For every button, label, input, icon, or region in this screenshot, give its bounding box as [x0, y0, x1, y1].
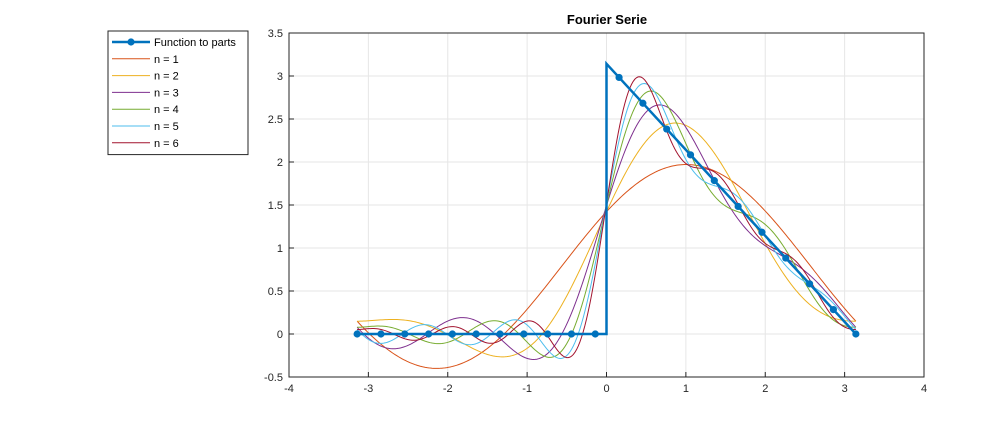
chart-title: Fourier Serie [567, 12, 647, 27]
function-marker [710, 177, 718, 185]
function-marker [544, 330, 552, 338]
function-marker [377, 330, 385, 338]
x-tick-label: 1 [683, 383, 689, 395]
series-group [353, 60, 860, 369]
function-marker [782, 254, 790, 262]
x-tick-label: -2 [443, 383, 453, 395]
function-marker [591, 330, 599, 338]
legend-label: n = 2 [154, 71, 179, 83]
legend: Function to parts n = 1 n = 2 n = 3 n = 4 n =… [107, 30, 249, 156]
y-tick-label: -0.5 [264, 372, 283, 384]
function-marker [734, 202, 742, 211]
function-marker [448, 330, 456, 338]
y-tick-label: 1 [277, 243, 283, 255]
function-marker [686, 151, 695, 159]
y-tick-label: 3.5 [268, 28, 283, 40]
y-tick-label: 0.5 [268, 286, 283, 298]
function-marker [639, 99, 647, 107]
x-tick-label: 0 [603, 383, 609, 395]
y-tick-label: 1.5 [268, 200, 283, 212]
function-marker [401, 330, 409, 338]
x-tick-label: 2 [762, 383, 768, 395]
legend-marker [127, 38, 135, 46]
x-tick-label: -4 [284, 383, 294, 395]
function-marker [805, 280, 814, 288]
function-marker [520, 330, 528, 338]
x-tick-label: 3 [842, 383, 848, 395]
function-marker [424, 330, 433, 338]
function-marker [567, 330, 576, 338]
x-tick-label: -3 [363, 383, 373, 395]
legend-label: n = 4 [154, 104, 179, 116]
legend-label: n = 6 [154, 138, 179, 150]
axes-box [288, 32, 925, 378]
legend-label: Function to parts [154, 37, 236, 49]
function-marker [829, 306, 837, 314]
y-tick-label: 3 [277, 71, 283, 83]
legend-label: n = 1 [154, 54, 179, 66]
axes: -4 -3 -2 -1 0 1 2 3 4 -0.5 0 0.5 1 1.5 2 2.5 3 3.5 [264, 28, 927, 395]
series-line-function [357, 60, 857, 336]
legend-label: n = 3 [154, 87, 179, 99]
function-marker [852, 330, 860, 338]
function-marker [472, 330, 480, 338]
y-tick-label: 0 [277, 329, 283, 341]
function-marker [496, 330, 504, 338]
function-marker [615, 73, 623, 82]
legend-label: n = 5 [154, 121, 179, 133]
x-tick-label: 4 [921, 383, 927, 395]
x-tick-label: -1 [522, 383, 532, 395]
y-tick-label: 2.5 [268, 114, 283, 126]
function-marker [353, 330, 361, 338]
function-marker [758, 228, 766, 236]
y-tick-label: 2 [277, 157, 283, 169]
function-marker [663, 125, 671, 133]
